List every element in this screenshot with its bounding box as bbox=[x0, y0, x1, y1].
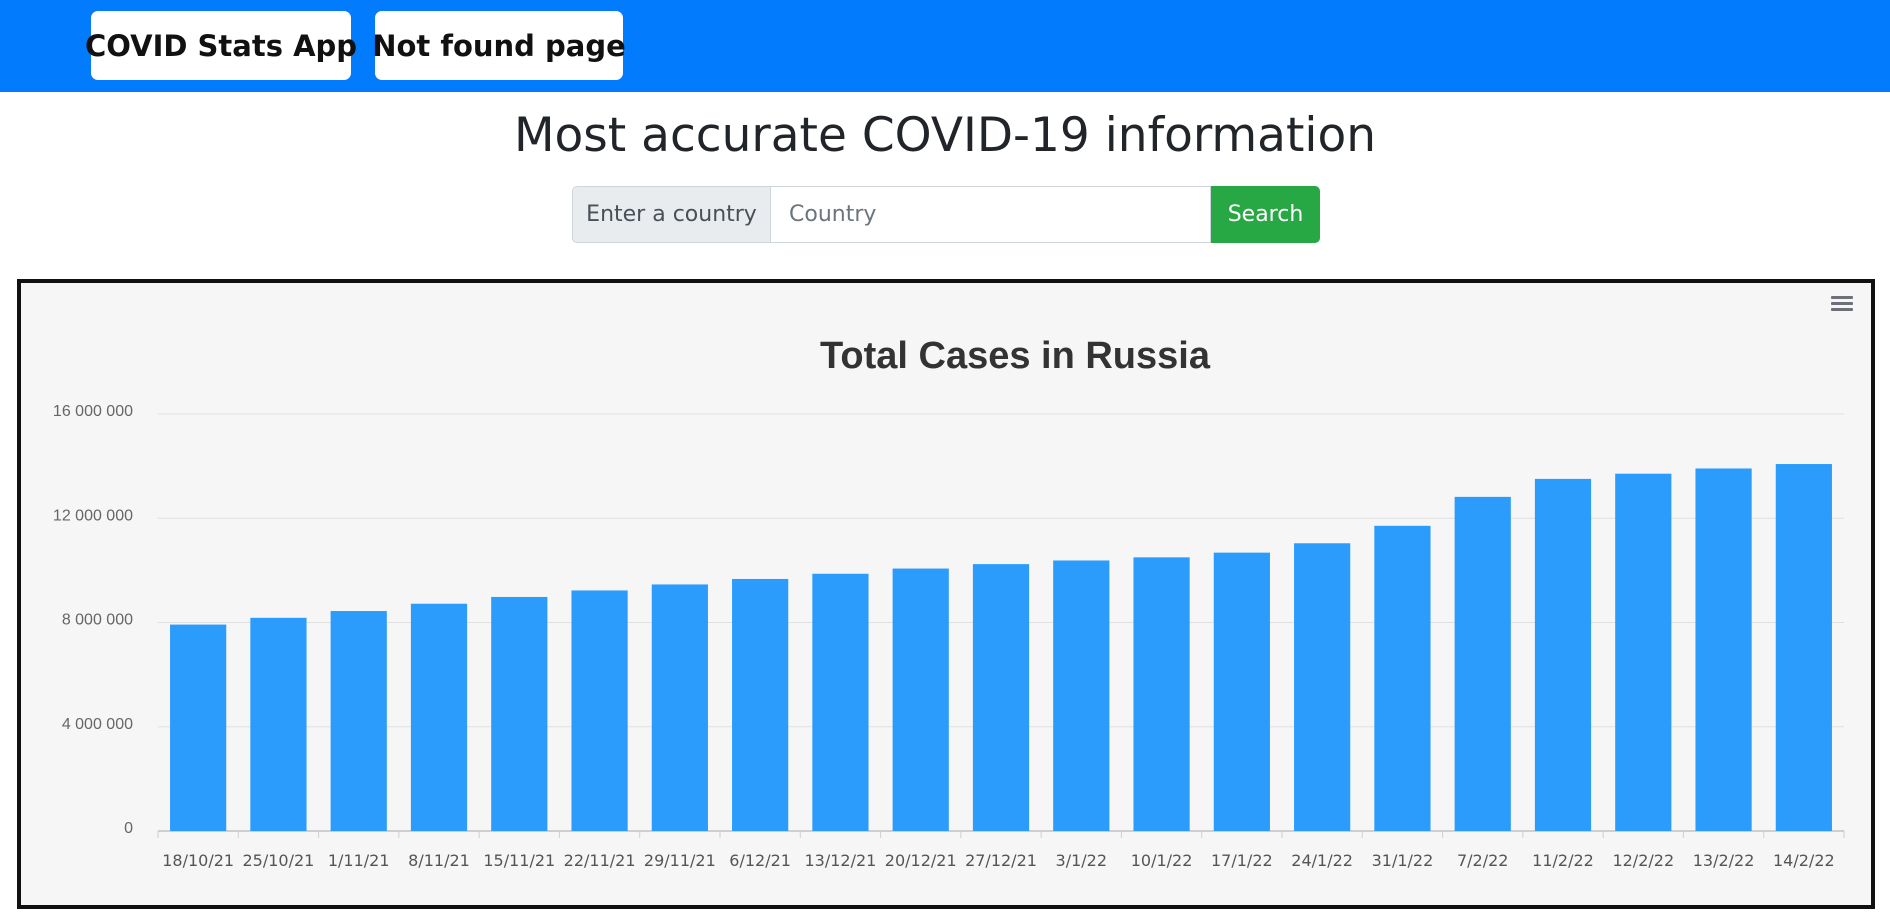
x-tick-label: 3/1/22 bbox=[1056, 851, 1108, 870]
x-tick-label: 22/11/21 bbox=[564, 851, 636, 870]
x-tick-label: 27/12/21 bbox=[965, 851, 1037, 870]
x-tick-label: 20/12/21 bbox=[885, 851, 957, 870]
x-tick-label: 18/10/21 bbox=[162, 851, 234, 870]
y-tick-label: 4 000 000 bbox=[62, 716, 133, 733]
x-tick-label: 13/2/22 bbox=[1693, 851, 1755, 870]
search-form: Enter a country Search bbox=[572, 186, 1320, 243]
x-tick-label: 25/10/21 bbox=[242, 851, 314, 870]
bar bbox=[972, 564, 1030, 831]
x-tick-label: 13/12/21 bbox=[804, 851, 876, 870]
bar bbox=[1213, 552, 1270, 831]
bar-chart: Total Cases in Russia 0 4 000 000 8 000 000… bbox=[53, 335, 1845, 870]
bar bbox=[330, 611, 387, 831]
chart-menu-icon[interactable] bbox=[1829, 293, 1855, 315]
page-title: Most accurate COVID-19 information bbox=[514, 108, 1376, 163]
bar bbox=[410, 603, 468, 831]
x-tick-label: 8/11/21 bbox=[408, 851, 470, 870]
search-button[interactable]: Search bbox=[1211, 186, 1320, 243]
navbar: COVID Stats App Not found page bbox=[0, 0, 1890, 92]
bar bbox=[170, 624, 227, 831]
x-tick-label: 14/2/22 bbox=[1773, 851, 1835, 870]
bar bbox=[892, 568, 949, 831]
bar bbox=[1775, 464, 1832, 831]
bar bbox=[1053, 560, 1110, 831]
x-tick-label: 1/11/21 bbox=[328, 851, 390, 870]
x-tick-label: 24/1/22 bbox=[1291, 851, 1353, 870]
y-tick-label: 16 000 000 bbox=[53, 403, 133, 420]
bar bbox=[250, 617, 307, 831]
x-tick-label: 7/2/22 bbox=[1457, 851, 1509, 870]
bar bbox=[1615, 473, 1672, 831]
country-search-input[interactable] bbox=[770, 186, 1211, 243]
bar bbox=[1374, 525, 1431, 831]
bar bbox=[1695, 468, 1752, 831]
x-tick-label: 12/2/22 bbox=[1612, 851, 1674, 870]
x-tick-label: 31/1/22 bbox=[1372, 851, 1434, 870]
search-prepend-label: Enter a country bbox=[572, 186, 770, 243]
nav-home-button[interactable]: COVID Stats App bbox=[85, 11, 357, 80]
x-tick-label: 15/11/21 bbox=[483, 851, 555, 870]
bar bbox=[1534, 478, 1592, 831]
bar bbox=[1133, 557, 1190, 831]
bar bbox=[651, 584, 708, 831]
chart-container: Total Cases in Russia 0 4 000 000 8 000 000… bbox=[17, 279, 1875, 909]
x-tick-label: 17/1/22 bbox=[1211, 851, 1273, 870]
y-tick-label: 8 000 000 bbox=[62, 612, 133, 629]
x-tick-label: 11/2/22 bbox=[1532, 851, 1594, 870]
bar bbox=[732, 578, 789, 831]
y-tick-label: 0 bbox=[124, 820, 133, 837]
bar bbox=[491, 596, 548, 831]
nav-not-found-button[interactable]: Not found page bbox=[372, 11, 626, 80]
x-tick-label: 6/12/21 bbox=[729, 851, 791, 870]
bar bbox=[812, 573, 869, 831]
x-tick-label: 10/1/22 bbox=[1131, 851, 1193, 870]
x-tick-label: 29/11/21 bbox=[644, 851, 716, 870]
bar bbox=[1294, 543, 1351, 831]
bar bbox=[1454, 496, 1511, 831]
y-tick-label: 12 000 000 bbox=[53, 507, 133, 524]
chart-title: Total Cases in Russia bbox=[820, 335, 1211, 377]
bar bbox=[571, 590, 628, 831]
